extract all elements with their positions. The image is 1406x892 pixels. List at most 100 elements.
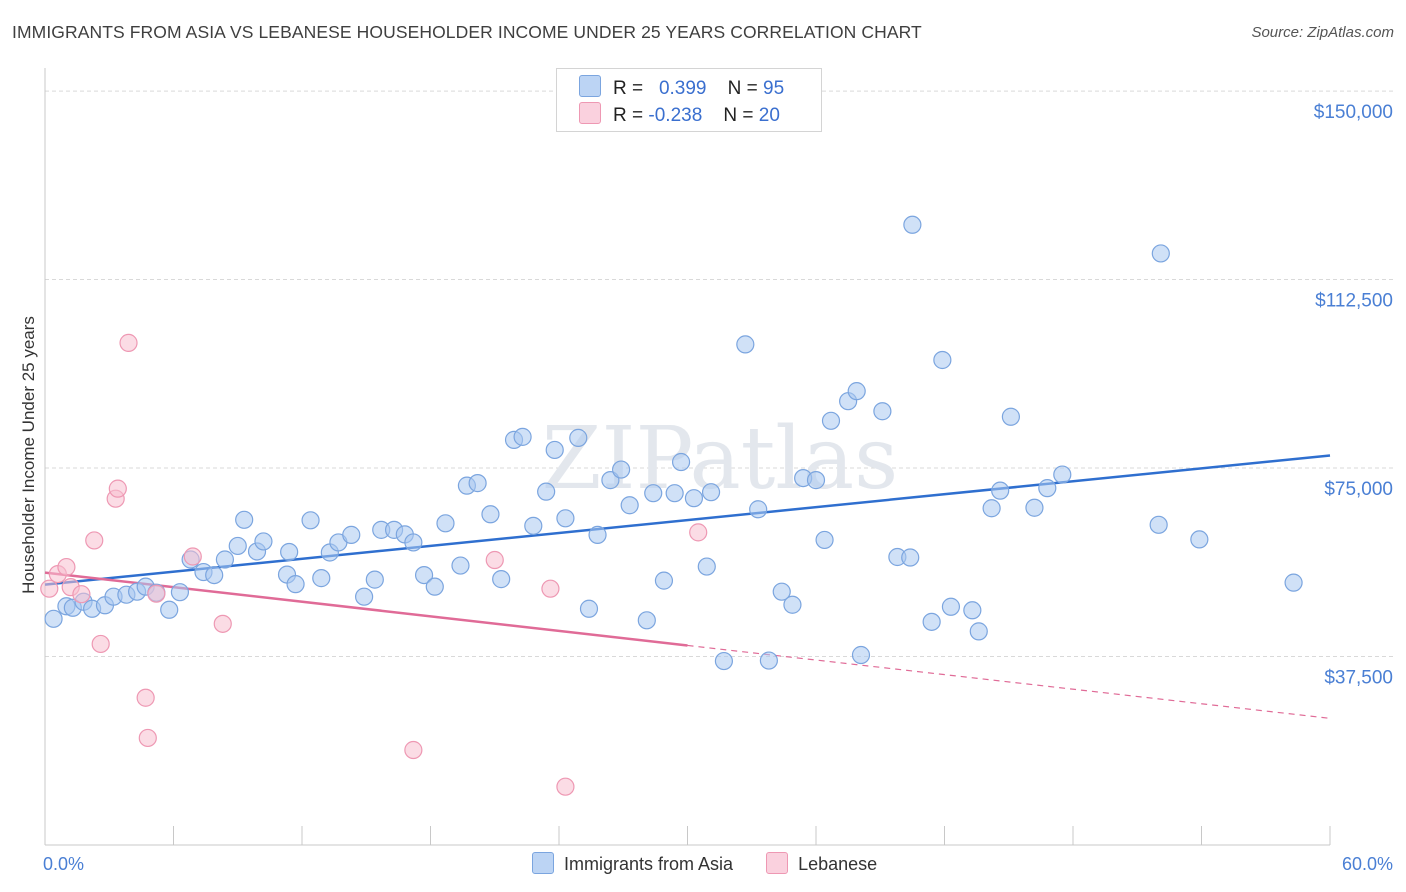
data-point-asia xyxy=(1053,465,1072,484)
data-point-asia xyxy=(1001,407,1020,426)
y-tick-label: $75,000 xyxy=(1324,479,1393,500)
data-point-asia xyxy=(569,428,588,447)
x-tick-label: 0.0% xyxy=(43,854,84,874)
data-point-lebanese xyxy=(72,585,91,604)
y-tick-label: $112,500 xyxy=(1315,291,1393,312)
legend-swatch-lebanese xyxy=(766,852,789,874)
data-point-asia xyxy=(671,452,691,472)
data-point-asia xyxy=(701,483,721,502)
data-point-asia xyxy=(637,611,656,630)
data-point-asia xyxy=(492,570,511,589)
data-point-asia xyxy=(160,600,179,619)
data-point-asia xyxy=(414,565,434,585)
data-point-asia xyxy=(982,499,1001,518)
data-point-lebanese xyxy=(183,547,202,566)
data-point-lebanese xyxy=(57,557,76,577)
data-point-asia xyxy=(468,474,487,493)
data-point-asia xyxy=(425,577,444,596)
data-point-asia xyxy=(665,484,684,503)
data-point-asia xyxy=(991,481,1010,500)
data-point-lebanese xyxy=(138,728,157,748)
data-point-asia xyxy=(749,500,768,519)
data-point-asia xyxy=(697,557,716,576)
data-point-asia xyxy=(714,651,734,671)
data-point-lebanese xyxy=(689,523,708,542)
legend-label-lebanese: Lebanese xyxy=(798,854,878,874)
legend-label-asia: Immigrants from Asia xyxy=(564,854,734,874)
data-point-asia xyxy=(228,536,247,556)
data-point-asia xyxy=(922,612,941,631)
legend-r-label: R = xyxy=(613,105,644,126)
data-point-asia xyxy=(170,583,190,602)
x-tick-label: 60.0% xyxy=(1342,854,1393,874)
source-credit: Source: ZipAtlas.com xyxy=(1251,24,1394,41)
data-point-asia xyxy=(1190,530,1209,549)
data-point-asia xyxy=(941,597,961,616)
data-point-asia xyxy=(783,595,802,614)
data-point-asia xyxy=(1038,479,1057,498)
data-point-asia xyxy=(815,530,834,550)
data-point-asia xyxy=(365,570,384,589)
data-point-asia xyxy=(772,582,791,601)
data-point-lebanese xyxy=(91,634,110,654)
data-point-asia xyxy=(280,542,299,562)
legend-item-lebanese: Lebanese xyxy=(766,852,877,875)
data-point-lebanese xyxy=(147,584,166,603)
legend-n-value: 95 xyxy=(763,78,785,99)
watermark: ZIPatlas xyxy=(542,409,898,509)
legend-r-label: R = xyxy=(613,78,644,99)
data-point-asia xyxy=(933,350,952,370)
data-point-asia xyxy=(821,411,841,430)
data-point-asia xyxy=(759,651,778,670)
data-point-asia xyxy=(736,335,755,354)
chart-title: IMMIGRANTS FROM ASIA VS LEBANESE HOUSEHO… xyxy=(12,22,922,42)
legend-n-label: N = xyxy=(727,78,758,99)
grid-layer xyxy=(45,90,1396,658)
legend-swatch-asia xyxy=(532,852,554,874)
axis-layer xyxy=(44,68,1331,846)
data-point-asia xyxy=(254,532,273,551)
data-point-lebanese xyxy=(85,531,104,550)
data-point-lebanese xyxy=(40,579,59,598)
data-point-asia xyxy=(644,484,663,503)
series-legend: Immigrants from Asia Lebanese xyxy=(532,852,905,875)
data-point-asia xyxy=(286,575,305,594)
data-point-asia xyxy=(654,571,674,590)
legend-swatch-asia xyxy=(579,75,601,97)
data-point-asia xyxy=(205,565,224,585)
data-point-asia xyxy=(215,550,234,569)
data-point-asia xyxy=(969,622,988,641)
point-layer xyxy=(40,215,1303,796)
data-point-asia xyxy=(436,514,455,533)
legend-n-value: 20 xyxy=(758,105,780,126)
data-point-asia xyxy=(1149,515,1168,534)
data-point-asia xyxy=(355,587,374,606)
trendline-asia xyxy=(44,454,1331,586)
data-point-asia xyxy=(481,505,500,524)
legend-r-value: -0.238 xyxy=(648,105,703,126)
data-point-asia xyxy=(44,609,63,628)
data-point-lebanese xyxy=(556,777,575,796)
data-point-asia xyxy=(873,402,892,421)
trendline-lebanese xyxy=(687,644,1331,719)
data-point-asia xyxy=(1151,244,1170,263)
data-point-asia xyxy=(851,645,871,665)
legend-r-value: 0.399 xyxy=(658,78,707,99)
data-point-asia xyxy=(684,489,704,508)
legend-swatch-lebanese xyxy=(579,102,601,124)
tick-label-layer: $37,500 $75,000 $112,500 $150,000 0.0% 60.0% xyxy=(43,102,1393,874)
legend-row-asia: R = 0.399 N = 95 xyxy=(579,75,784,99)
data-point-asia xyxy=(588,525,607,544)
data-point-asia xyxy=(451,556,470,575)
data-point-asia xyxy=(612,460,631,479)
data-point-asia xyxy=(312,569,331,588)
data-point-asia xyxy=(556,509,575,528)
data-point-asia xyxy=(620,496,639,515)
data-point-asia xyxy=(1025,498,1044,517)
legend-item-asia: Immigrants from Asia xyxy=(532,852,733,875)
data-point-lebanese xyxy=(541,579,560,598)
data-point-asia xyxy=(342,525,361,544)
data-point-asia xyxy=(513,427,532,446)
data-point-asia xyxy=(235,510,254,529)
y-axis-label: Householder Income Under 25 years xyxy=(19,316,38,594)
